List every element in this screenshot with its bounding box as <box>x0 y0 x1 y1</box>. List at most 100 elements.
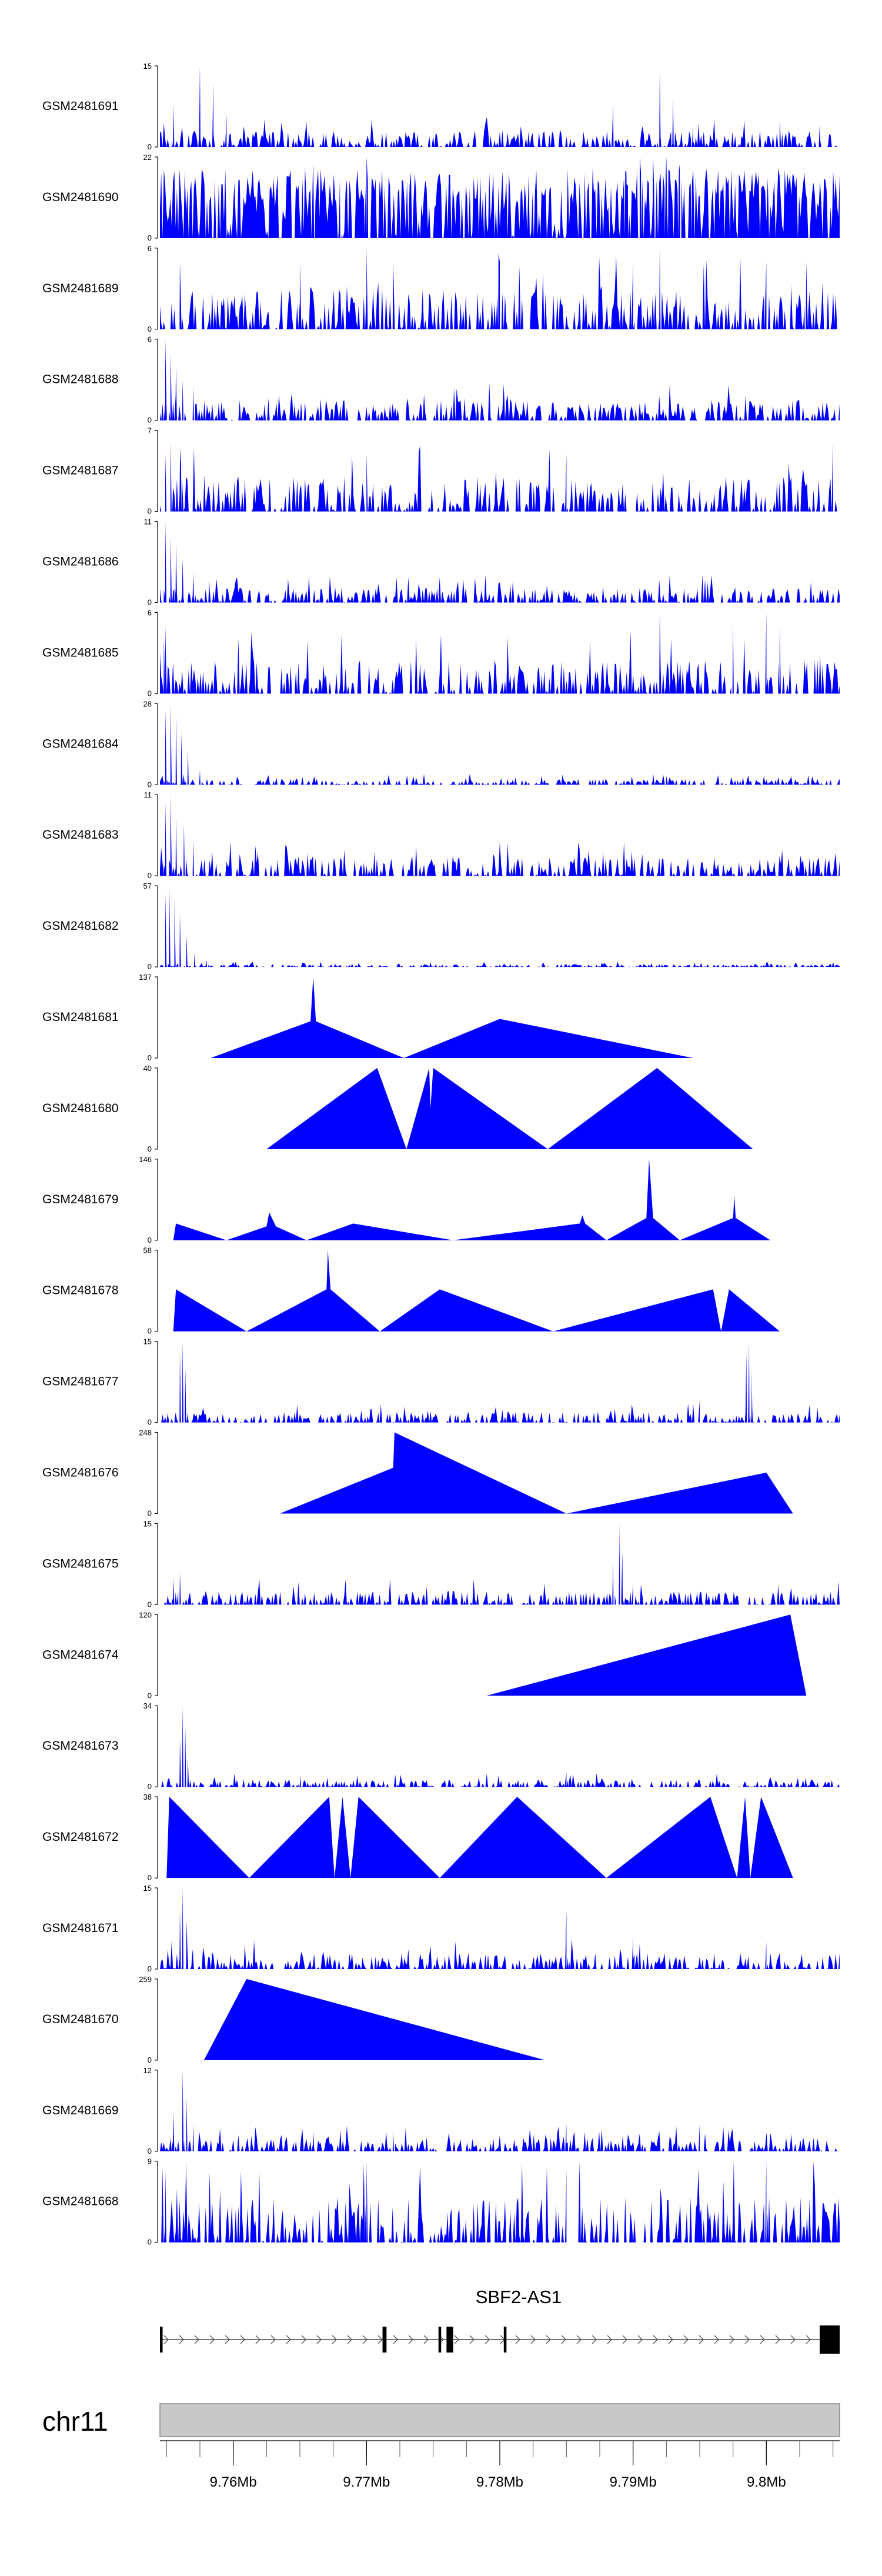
track-ymax-label: 28 <box>143 699 152 708</box>
track-ymax-label: 38 <box>143 1793 152 1801</box>
strand-arrow <box>255 2335 260 2344</box>
strand-arrow <box>454 2335 459 2344</box>
strand-arrow <box>744 2335 750 2344</box>
coverage-area <box>160 442 840 512</box>
gene-track: SBF2-AS1 <box>160 2287 840 2354</box>
track-label: GSM2481685 <box>42 646 119 659</box>
track-GSM2481683: GSM2481683 11 0 <box>42 790 840 880</box>
track-GSM2481676: GSM2481676 248 0 <box>42 1429 793 1518</box>
track-ymax-label: 7 <box>148 426 152 435</box>
coverage-area <box>160 2070 840 2151</box>
strand-arrow <box>469 2335 475 2344</box>
track-ymax-label: 6 <box>148 608 152 617</box>
coverage-area <box>203 1978 546 2060</box>
track-GSM2481675: GSM2481675 15 0 <box>42 1519 840 1609</box>
axis-tick-label: 9.78Mb <box>476 2474 523 2490</box>
axis-tick-label: 9.79Mb <box>610 2474 657 2490</box>
track-ymax-label: 40 <box>143 1064 152 1073</box>
track-ymax-label: 6 <box>148 244 152 253</box>
track-GSM2481679: GSM2481679 146 0 <box>42 1155 771 1244</box>
gene-label: SBF2-AS1 <box>476 2287 562 2307</box>
track-GSM2481671: GSM2481671 15 0 <box>42 1884 840 1973</box>
strand-arrow <box>209 2335 215 2344</box>
track-GSM2481668: GSM2481668 9 0 <box>42 2157 840 2247</box>
gene-exon <box>446 2327 453 2353</box>
track-ymin-label: 0 <box>148 1873 152 1882</box>
track-GSM2481672: GSM2481672 38 0 <box>42 1793 793 1882</box>
track-label: GSM2481679 <box>42 1193 119 1206</box>
track-label: GSM2481686 <box>42 555 119 569</box>
track-ymax-label: 22 <box>143 153 152 162</box>
coverage-area <box>160 1523 840 1605</box>
track-ymin-label: 0 <box>148 507 152 516</box>
track-ymin-label: 0 <box>148 1509 152 1518</box>
coverage-area <box>160 1706 840 1787</box>
coverage-area <box>166 1797 793 1878</box>
track-ymin-label: 0 <box>148 1327 152 1336</box>
track-ymax-label: 58 <box>143 1246 152 1255</box>
track-GSM2481680: GSM2481680 40 0 <box>42 1064 753 1153</box>
track-ymax-label: 6 <box>148 335 152 344</box>
strand-arrow <box>194 2335 199 2344</box>
coverage-area <box>160 1888 840 1969</box>
coverage-area <box>160 248 840 329</box>
track-label: GSM2481677 <box>42 1375 119 1389</box>
track-GSM2481681: GSM2481681 137 0 <box>42 973 693 1062</box>
track-label: GSM2481672 <box>42 1830 119 1844</box>
strand-arrow <box>714 2335 719 2344</box>
track-label: GSM2481680 <box>42 1102 119 1115</box>
track-label: GSM2481676 <box>42 1466 119 1480</box>
axis-tick-label: 9.76Mb <box>210 2474 257 2490</box>
strand-arrow <box>225 2335 230 2344</box>
track-ymax-label: 57 <box>143 882 152 890</box>
track-ymin-label: 0 <box>148 689 152 698</box>
gene-model <box>160 2325 840 2354</box>
coverage-area <box>173 1250 780 1332</box>
strand-arrow <box>423 2335 429 2344</box>
track-label: GSM2481687 <box>42 464 119 478</box>
axis-tick-label: 9.8Mb <box>747 2474 786 2490</box>
track-GSM2481670: GSM2481670 259 0 <box>42 1975 546 2064</box>
track-label: GSM2481688 <box>42 373 119 386</box>
track-label: GSM2481668 <box>42 2195 119 2208</box>
track-label: GSM2481670 <box>42 2013 119 2026</box>
track-GSM2481688: GSM2481688 6 0 <box>42 335 840 425</box>
track-GSM2481673: GSM2481673 34 0 <box>42 1701 840 1791</box>
track-label: GSM2481674 <box>42 1648 119 1661</box>
strand-arrow <box>561 2335 566 2344</box>
track-GSM2481684: GSM2481684 28 0 <box>42 699 840 789</box>
coverage-area <box>173 1159 771 1240</box>
gene-exon <box>438 2327 442 2353</box>
track-GSM2481691: GSM2481691 15 0 <box>42 62 840 151</box>
gene-exon <box>160 2327 163 2353</box>
track-ymax-label: 146 <box>139 1155 152 1164</box>
strand-arrow <box>316 2335 322 2344</box>
strand-arrow <box>668 2335 673 2344</box>
strand-arrow <box>163 2335 169 2344</box>
genomic-axis: 9.76Mb 9.77Mb 9.78Mb 9.79Mb 9.8Mb <box>160 2440 840 2490</box>
strand-arrow <box>729 2335 734 2344</box>
track-GSM2481677: GSM2481677 15 0 <box>42 1337 840 1427</box>
track-GSM2481690: GSM2481690 22 0 <box>42 153 840 242</box>
strand-arrow <box>240 2335 245 2344</box>
strand-arrow <box>393 2335 398 2344</box>
strand-arrow <box>637 2335 643 2344</box>
track-label: GSM2481669 <box>42 2104 119 2117</box>
track-ymax-label: 15 <box>143 62 152 71</box>
strand-arrow <box>362 2335 368 2344</box>
track-ymin-label: 0 <box>148 780 152 789</box>
track-ymin-label: 0 <box>148 598 152 607</box>
track-GSM2481689: GSM2481689 6 0 <box>42 244 840 333</box>
track-ymin-label: 0 <box>148 962 152 971</box>
chromosome-ideogram <box>159 2403 840 2437</box>
track-ymin-label: 0 <box>148 2147 152 2155</box>
strand-arrow <box>699 2335 704 2344</box>
track-label: GSM2481681 <box>42 1010 119 1024</box>
coverage-area <box>160 612 840 694</box>
track-label: GSM2481675 <box>42 1557 119 1570</box>
track-GSM2481687: GSM2481687 7 0 <box>42 426 840 516</box>
chromosome-label: chr11 <box>42 2406 108 2437</box>
track-ymax-label: 15 <box>143 1337 152 1346</box>
